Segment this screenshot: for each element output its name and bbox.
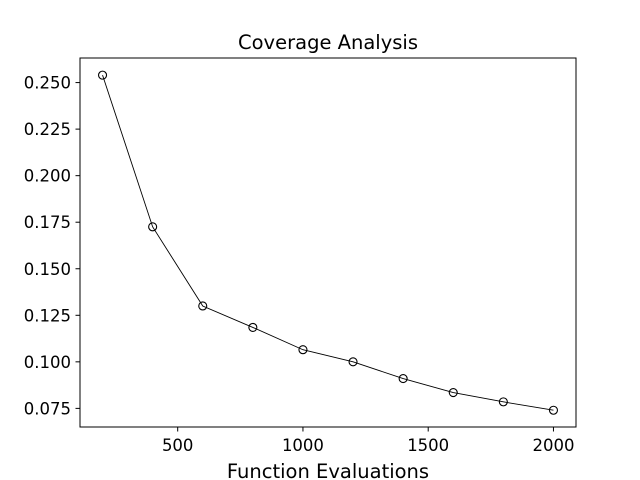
data-point-marker (198, 301, 208, 311)
series-layer (97, 70, 559, 415)
y-tick-label: 0.225 (24, 120, 71, 139)
series-line (102, 74, 554, 411)
data-point-marker (97, 70, 108, 80)
data-point-marker (148, 222, 158, 232)
x-axis-ticks: 500 1000 1500 2000 (162, 427, 574, 455)
y-tick-label: 0.250 (24, 74, 71, 93)
x-tick-label: 500 (162, 436, 194, 455)
y-tick-label: 0.175 (24, 213, 71, 232)
data-point-marker (298, 345, 308, 355)
plot-area-frame (79, 57, 577, 428)
x-tick-label: 1000 (282, 436, 324, 455)
x-axis-label: Function Evaluations (227, 460, 429, 480)
y-tick-label: 0.100 (24, 353, 71, 372)
x-tick-label: 2000 (532, 436, 574, 455)
y-tick-label: 0.150 (24, 260, 71, 279)
data-point-marker (248, 322, 258, 332)
y-tick-label: 0.200 (24, 167, 71, 186)
y-tick-label: 0.075 (24, 399, 71, 418)
x-tick-label: 1500 (407, 436, 449, 455)
data-point-marker (498, 397, 508, 407)
y-axis-ticks: 0.075 0.100 0.125 0.150 0.175 0.200 0.225 0.250 (24, 74, 80, 418)
data-point-marker (548, 405, 559, 415)
data-point-marker (448, 388, 458, 398)
data-point-marker (348, 357, 358, 367)
y-tick-label: 0.125 (24, 306, 71, 325)
data-point-marker (398, 374, 408, 384)
chart-title: Coverage Analysis (238, 31, 418, 54)
